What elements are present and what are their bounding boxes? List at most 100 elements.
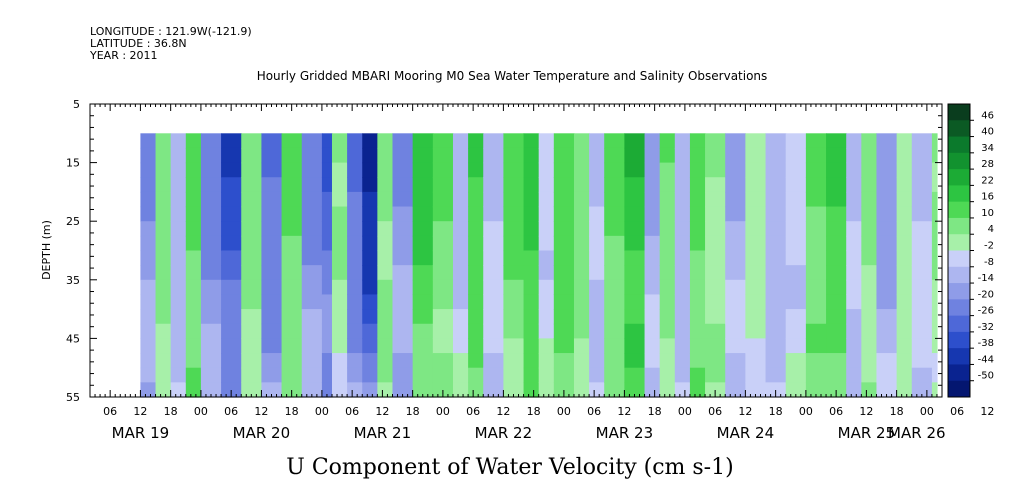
- heatmap-cell: [745, 323, 767, 339]
- heatmap-cell: [170, 191, 187, 208]
- heatmap-cell: [674, 265, 691, 281]
- heatmap-cell: [200, 235, 222, 252]
- heatmap-cell: [846, 162, 862, 178]
- heatmap-cell: [347, 250, 363, 266]
- colorbar-swatch: [948, 217, 970, 235]
- heatmap-cell: [589, 279, 605, 296]
- heatmap-cell: [745, 221, 767, 237]
- heatmap-cell: [861, 338, 878, 354]
- y-tick-label: 5: [73, 98, 80, 111]
- heatmap-cell: [200, 382, 222, 398]
- heatmap-cell: [689, 309, 706, 325]
- heatmap-cell: [931, 323, 938, 339]
- heatmap-cell: [452, 367, 469, 383]
- heatmap-cell: [674, 133, 691, 149]
- heatmap-cell: [861, 250, 878, 266]
- heatmap-cell: [876, 309, 898, 325]
- heatmap-cell: [170, 250, 187, 266]
- heatmap-cell: [347, 382, 363, 398]
- heatmap-cell: [765, 367, 787, 383]
- heatmap-cell: [221, 309, 242, 325]
- heatmap-cell: [659, 353, 676, 369]
- heatmap-cell: [861, 294, 878, 310]
- heatmap-cell: [503, 206, 525, 222]
- heatmap-cell: [725, 191, 746, 208]
- heatmap-cell: [483, 367, 504, 383]
- heatmap-cell: [896, 338, 913, 354]
- heatmap-cell: [689, 147, 706, 164]
- heatmap-cell: [689, 353, 706, 369]
- heatmap-cell: [155, 191, 172, 208]
- heatmap-cell: [170, 162, 187, 178]
- heatmap-cell: [553, 353, 575, 369]
- heatmap-cell: [553, 191, 575, 208]
- heatmap-cell: [911, 162, 933, 178]
- heatmap-cell: [432, 294, 454, 310]
- heatmap-cell: [200, 323, 222, 339]
- x-hour-label: 00: [436, 405, 450, 418]
- heatmap-cell: [452, 162, 469, 178]
- heatmap-cell: [412, 382, 434, 398]
- x-hour-label: 12: [859, 405, 873, 418]
- heatmap-cell: [931, 250, 938, 266]
- heatmap-cell: [412, 309, 434, 325]
- heatmap-cell: [911, 250, 933, 266]
- heatmap-cell: [826, 265, 847, 281]
- heatmap-cell: [261, 382, 283, 398]
- heatmap-cell: [261, 191, 283, 208]
- heatmap-cell: [321, 265, 333, 281]
- heatmap-cell: [155, 265, 172, 281]
- heatmap-cell: [468, 338, 484, 354]
- x-hour-label: 06: [587, 405, 601, 418]
- heatmap-cell: [604, 353, 625, 369]
- heatmap-cell: [503, 221, 525, 237]
- heatmap-cell: [861, 206, 878, 222]
- heatmap-cell: [261, 367, 283, 383]
- heatmap-cell: [674, 279, 691, 296]
- heatmap-cell: [185, 294, 202, 310]
- heatmap-cell: [432, 250, 454, 266]
- heatmap-cell: [931, 177, 938, 193]
- colorbar-label: -38: [978, 338, 994, 349]
- heatmap-cell: [331, 309, 348, 325]
- heatmap-cell: [644, 235, 661, 252]
- heatmap-cell: [644, 162, 661, 178]
- heatmap-cell: [241, 323, 263, 339]
- x-hour-label: 00: [920, 405, 934, 418]
- heatmap-cell: [523, 221, 540, 237]
- heatmap-cell: [705, 162, 726, 178]
- heatmap-cell: [765, 177, 787, 193]
- colorbar-label: 28: [981, 159, 994, 170]
- heatmap-cell: [392, 265, 414, 281]
- heatmap-cell: [553, 338, 575, 354]
- colorbar-label: -20: [978, 289, 994, 300]
- heatmap-cell: [140, 206, 157, 222]
- heatmap-cell: [659, 279, 676, 296]
- heatmap-cell: [765, 382, 787, 398]
- heatmap-cell: [331, 206, 348, 222]
- heatmap-cell: [301, 294, 323, 310]
- heatmap-cell: [931, 191, 938, 208]
- heatmap-cell: [553, 235, 575, 252]
- heatmap-cell: [170, 382, 187, 398]
- heatmap-cell: [644, 221, 661, 237]
- heatmap-cell: [392, 309, 414, 325]
- heatmap-cell: [604, 206, 625, 222]
- heatmap-cell: [805, 206, 827, 222]
- heatmap-cell: [604, 133, 625, 149]
- heatmap-cell: [826, 323, 847, 339]
- heatmap-cell: [432, 382, 454, 398]
- heatmap-cell: [876, 177, 898, 193]
- heatmap-cell: [523, 162, 540, 178]
- heatmap-cell: [689, 265, 706, 281]
- heatmap-cell: [412, 279, 434, 296]
- heatmap-cell: [725, 367, 746, 383]
- heatmap-cell: [200, 147, 222, 164]
- colorbar-swatch: [948, 234, 970, 251]
- heatmap-cell: [589, 294, 605, 310]
- heatmap-cell: [155, 250, 172, 266]
- heatmap-cell: [362, 221, 378, 237]
- heatmap-cell: [861, 265, 878, 281]
- heatmap-cell: [392, 353, 414, 369]
- heatmap-cell: [321, 206, 333, 222]
